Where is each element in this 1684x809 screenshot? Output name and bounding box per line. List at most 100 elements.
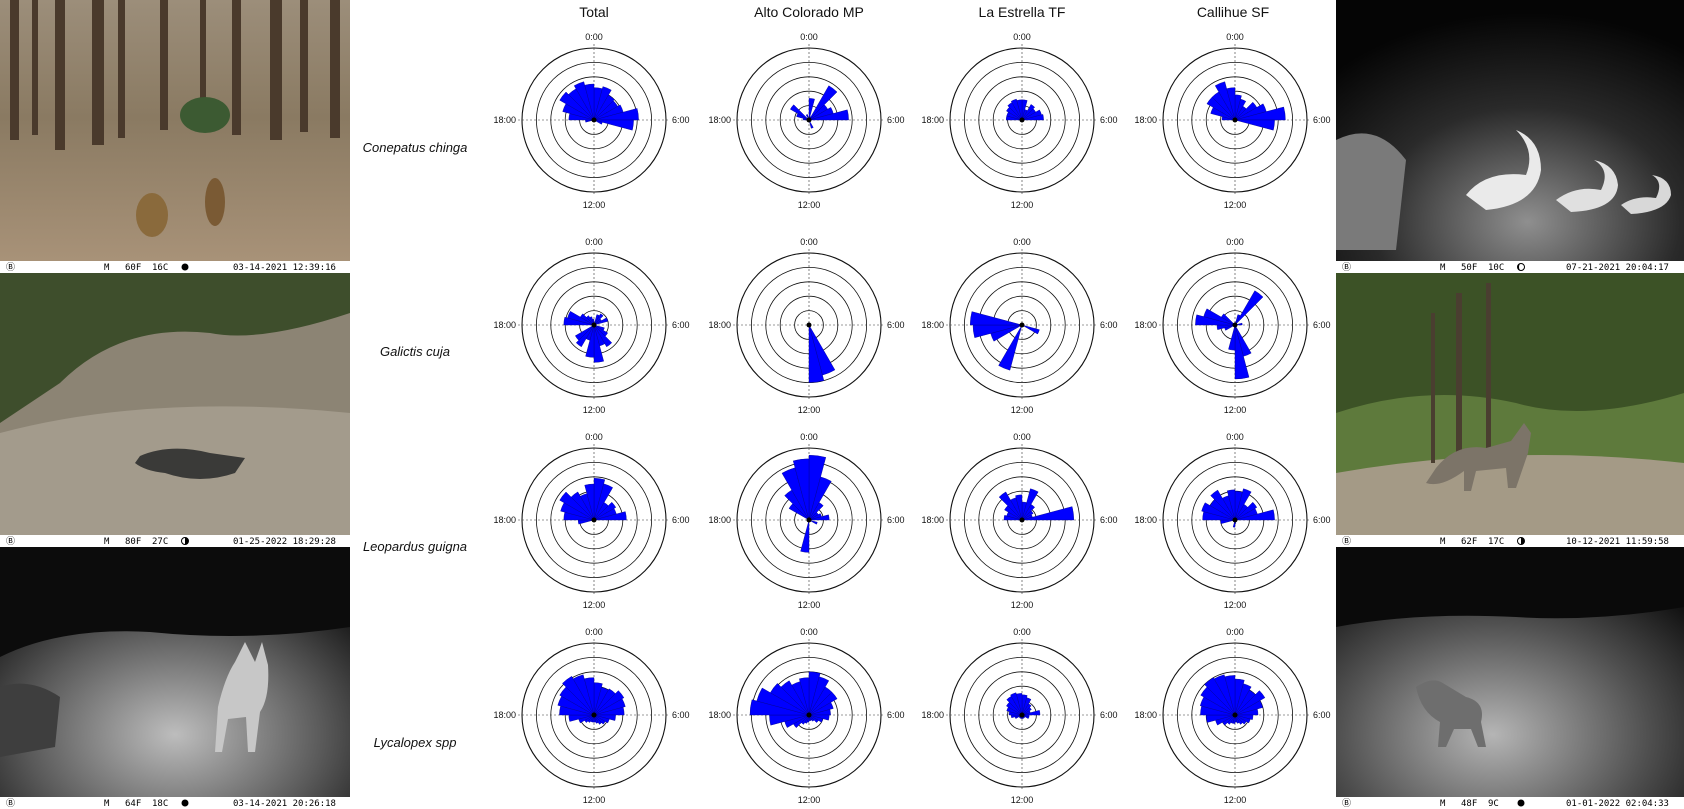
rose-wedge [1021,104,1035,121]
crescent-moon-icon [1517,263,1525,271]
half-moon-icon [1517,537,1525,545]
rose-wedge [593,483,613,521]
temp-c: 18C [152,799,168,809]
temp-c: 27C [152,537,168,547]
mode-indicator: M [104,799,110,809]
rose-wedge [1021,488,1039,521]
rose-wedge [1234,501,1258,521]
rose-wedge [808,714,819,723]
rose-wedge [1234,119,1275,131]
rose-wedge [1234,690,1266,716]
camera-logo: Ⓑ [1342,536,1351,547]
hour-label-0: 0:00 [800,32,818,42]
pine-trunks [10,0,340,150]
rose-0-1: 0:00 12:00 6:00 18:00 [708,32,904,210]
hour-label-0: 0:00 [1013,627,1031,637]
rose-wedge [808,676,830,716]
mode-indicator: M [1440,799,1446,809]
hour-label-12: 12:00 [1224,795,1247,805]
rose-wedge [559,91,595,121]
rose-wedge [1234,290,1264,326]
hour-label-12: 12:00 [798,405,821,415]
rose-center [1019,712,1025,718]
rose-wedge [584,677,595,716]
column-title-total: Total [579,4,609,20]
rose-wedge [1234,714,1243,725]
rose-wedge [593,94,615,121]
rose-3-0: 0:00 12:00 6:00 18:00 [493,627,689,805]
temp-c: 16C [152,263,168,273]
rose-wedge [1234,98,1247,121]
hour-label-0: 0:00 [1226,32,1244,42]
mode-indicator: M [104,263,110,273]
rose-wedge [1226,87,1236,121]
rose-wedge [808,709,831,716]
rose-center [1019,322,1025,328]
rose-0-3: 0:00 12:00 6:00 18:00 [1134,32,1330,210]
photo-right-3-image: Ⓑ M 48F 9C 01-01-2022 02:04:33 [1336,547,1684,809]
hour-label-6: 6:00 [1313,515,1331,525]
hour-label-6: 6:00 [1100,515,1118,525]
rose-wedge [593,119,634,131]
rose-wedge [593,511,627,521]
hour-label-0: 0:00 [800,237,818,247]
rose-1-1: 0:00 12:00 6:00 18:00 [708,237,904,415]
rose-3-3: 0:00 12:00 6:00 18:00 [1134,627,1330,805]
timestamp: 03-14-2021 12:39:16 [233,263,336,273]
hour-label-6: 6:00 [1100,320,1118,330]
photo-left-1: Ⓑ M 60F 16C 03-14-2021 12:39:16 [0,0,350,273]
row-label-conepatus: Conepatus chinga [362,140,468,155]
hour-label-0: 0:00 [585,627,603,637]
hour-label-6: 6:00 [1100,115,1118,125]
hour-label-18: 18:00 [493,710,516,720]
hour-label-12: 12:00 [1224,200,1247,210]
rose-wedge [800,519,810,553]
rose-center [1019,117,1025,123]
hour-label-0: 0:00 [800,627,818,637]
rose-center [1232,117,1238,123]
rose-center [591,322,597,328]
hour-label-0: 0:00 [1013,32,1031,42]
rose-wedge [1021,707,1032,716]
hour-label-6: 6:00 [887,515,905,525]
hour-label-0: 0:00 [1226,627,1244,637]
rose-wedge [1213,674,1236,716]
rose-wedge [808,476,832,521]
rose-wedge [593,313,604,326]
rose-1-3: 0:00 12:00 6:00 18:00 [1134,237,1330,415]
camera-logo: Ⓑ [6,262,15,273]
hour-label-18: 18:00 [1134,515,1157,525]
rose-center [1232,517,1238,523]
rose-wedge [1226,489,1236,521]
rose-1-0: 0:00 12:00 6:00 18:00 [493,237,689,415]
hour-label-12: 12:00 [1011,200,1034,210]
rose-2-1: 0:00 12:00 6:00 18:00 [708,432,904,610]
temp-c: 9C [1488,799,1499,809]
temp-f: 62F [1461,537,1477,547]
rose-wedge [593,324,604,363]
hour-label-12: 12:00 [1011,600,1034,610]
photo-right-2: Ⓑ M 62F 17C 10-12-2021 11:59:58 [1336,273,1684,547]
hour-label-18: 18:00 [708,515,731,525]
full-moon-icon [181,263,189,271]
row-label-galictis: Galictis cuja [379,344,451,359]
rose-wedge [808,702,834,716]
rose-wedge [1204,677,1236,716]
rose-wedge [1021,504,1035,521]
hour-label-0: 0:00 [1226,432,1244,442]
column-title-la-estrella: La Estrella TF [978,4,1066,20]
camera-logo: Ⓑ [6,536,15,547]
rose-wedge [1021,710,1041,716]
animal-pair [136,178,225,237]
photo-left-3: Ⓑ M 64F 18C 03-14-2021 20:26:18 [0,547,350,809]
shrub-trunks [1431,283,1491,463]
rose-2-2: 0:00 12:00 6:00 18:00 [921,432,1117,610]
rose-wedge [575,324,595,341]
row-label-leopardus: Leopardus guigna [362,539,468,554]
hour-label-18: 18:00 [708,320,731,330]
skunks [1466,130,1671,214]
rose-wedge [570,491,595,521]
hour-label-12: 12:00 [1224,405,1247,415]
hour-label-18: 18:00 [921,515,944,525]
rose-wedge [1228,324,1236,351]
